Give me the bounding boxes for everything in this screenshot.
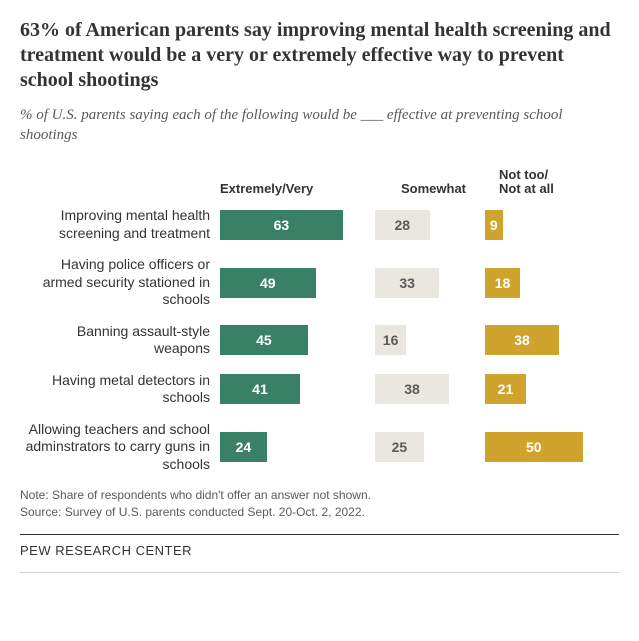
col-head-extremely: Extremely/Very <box>220 182 365 197</box>
bar-cell-somewhat: 16 <box>375 325 475 355</box>
bar-cell-extremely: 41 <box>220 374 365 404</box>
bar-cell-somewhat: 33 <box>375 268 475 298</box>
bar-cell-nottoo: 18 <box>485 268 595 298</box>
bar-somewhat: 33 <box>375 268 439 298</box>
bar-cell-extremely: 49 <box>220 268 365 298</box>
bar-extremely: 49 <box>220 268 316 298</box>
bar-nottoo: 50 <box>485 432 583 462</box>
data-row: Having metal detectors in schools41 38 21 <box>20 372 619 407</box>
bar-somewhat: 16 <box>375 325 406 355</box>
bar-cell-somewhat: 38 <box>375 374 475 404</box>
bar-somewhat: 38 <box>375 374 449 404</box>
data-row: Allowing teachers and school adminstrato… <box>20 421 619 474</box>
rows-container: Improving mental health screening and tr… <box>20 207 619 473</box>
bar-extremely: 63 <box>220 210 343 240</box>
bars-zone: 49 33 18 <box>220 268 619 298</box>
bar-cell-nottoo: 38 <box>485 325 595 355</box>
bar-cell-somewhat: 28 <box>375 210 475 240</box>
row-label: Improving mental health screening and tr… <box>20 207 220 242</box>
bar-cell-nottoo: 21 <box>485 374 595 404</box>
bars-zone: 41 38 21 <box>220 374 619 404</box>
bar-extremely: 45 <box>220 325 308 355</box>
bar-cell-extremely: 24 <box>220 432 365 462</box>
footer-brand: PEW RESEARCH CENTER <box>20 543 619 558</box>
bar-cell-extremely: 63 <box>220 210 365 240</box>
bar-nottoo: 21 <box>485 374 526 404</box>
row-label: Having police officers or armed security… <box>20 256 220 309</box>
bars-zone: 24 25 50 <box>220 432 619 462</box>
data-row: Banning assault-style weapons45 16 38 <box>20 323 619 358</box>
chart-area: Extremely/Very Somewhat Not too/Not at a… <box>20 168 619 474</box>
bar-nottoo: 9 <box>485 210 503 240</box>
col-head-somewhat: Somewhat <box>375 182 475 197</box>
note-text: Note: Share of respondents who didn't of… <box>20 487 619 503</box>
row-label: Having metal detectors in schools <box>20 372 220 407</box>
bar-extremely: 41 <box>220 374 300 404</box>
bar-cell-extremely: 45 <box>220 325 365 355</box>
bar-cell-somewhat: 25 <box>375 432 475 462</box>
bar-somewhat: 28 <box>375 210 430 240</box>
bars-zone: 63 28 9 <box>220 210 619 240</box>
source-text: Source: Survey of U.S. parents conducted… <box>20 504 619 520</box>
chart-title: 63% of American parents say improving me… <box>20 18 619 93</box>
col-head-nottoo: Not too/Not at all <box>485 168 595 198</box>
col-head-nottoo-line1: Not too/ <box>499 167 548 182</box>
bar-cell-nottoo: 50 <box>485 432 595 462</box>
row-label: Allowing teachers and school adminstrato… <box>20 421 220 474</box>
bar-nottoo: 38 <box>485 325 559 355</box>
footer-divider <box>20 534 619 535</box>
row-label: Banning assault-style weapons <box>20 323 220 358</box>
bar-cell-nottoo: 9 <box>485 210 595 240</box>
bottom-line <box>20 572 619 573</box>
bars-zone: 45 16 38 <box>220 325 619 355</box>
bar-extremely: 24 <box>220 432 267 462</box>
bar-somewhat: 25 <box>375 432 424 462</box>
data-row: Having police officers or armed security… <box>20 256 619 309</box>
column-headers-row: Extremely/Very Somewhat Not too/Not at a… <box>20 168 619 198</box>
bar-nottoo: 18 <box>485 268 520 298</box>
chart-subtitle: % of U.S. parents saying each of the fol… <box>20 105 619 146</box>
col-head-nottoo-line2: Not at all <box>499 181 554 196</box>
data-row: Improving mental health screening and tr… <box>20 207 619 242</box>
